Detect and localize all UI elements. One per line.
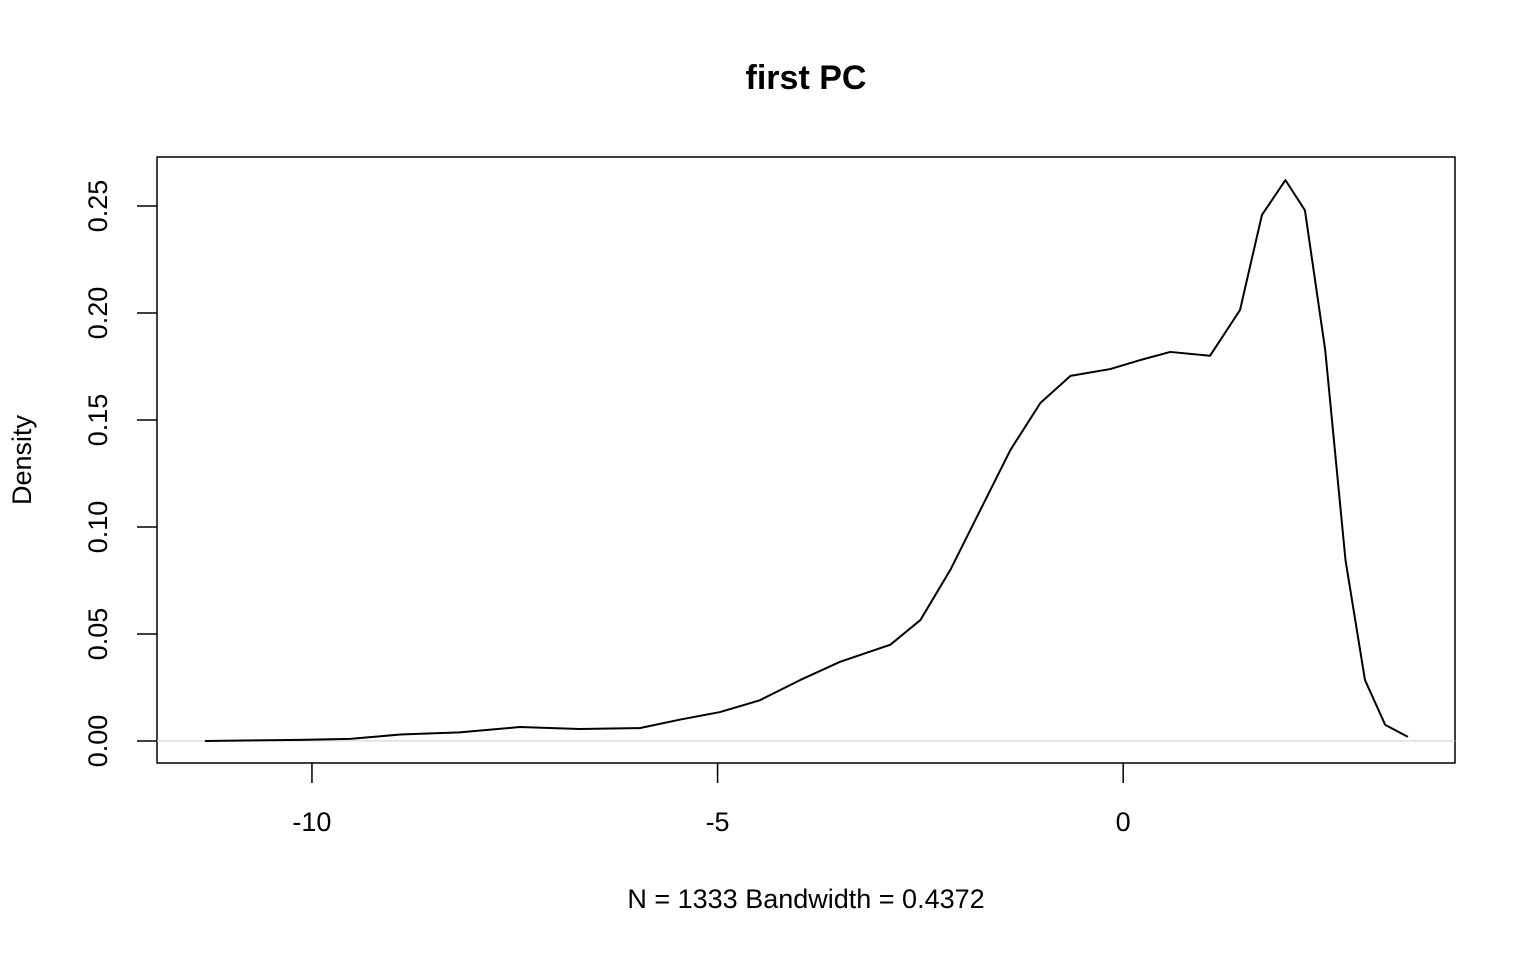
y-axis-label: Density (7, 414, 37, 505)
x-tick-label: -10 (292, 807, 331, 837)
y-tick-label: 0.10 (83, 501, 113, 554)
y-tick-label: 0.00 (83, 715, 113, 768)
density-line (204, 179, 1409, 742)
x-tick-label: 0 (1116, 807, 1131, 837)
chart-title: first PC (746, 59, 867, 97)
y-tick-label: 0.25 (83, 180, 113, 233)
x-axis-label: N = 1333 Bandwidth = 0.4372 (627, 884, 984, 914)
x-tick-label: -5 (706, 807, 730, 837)
y-tick-label: 0.05 (83, 608, 113, 661)
plot-frame (156, 156, 1456, 764)
y-tick-label: 0.15 (83, 394, 113, 447)
y-tick-label: 0.20 (83, 287, 113, 340)
